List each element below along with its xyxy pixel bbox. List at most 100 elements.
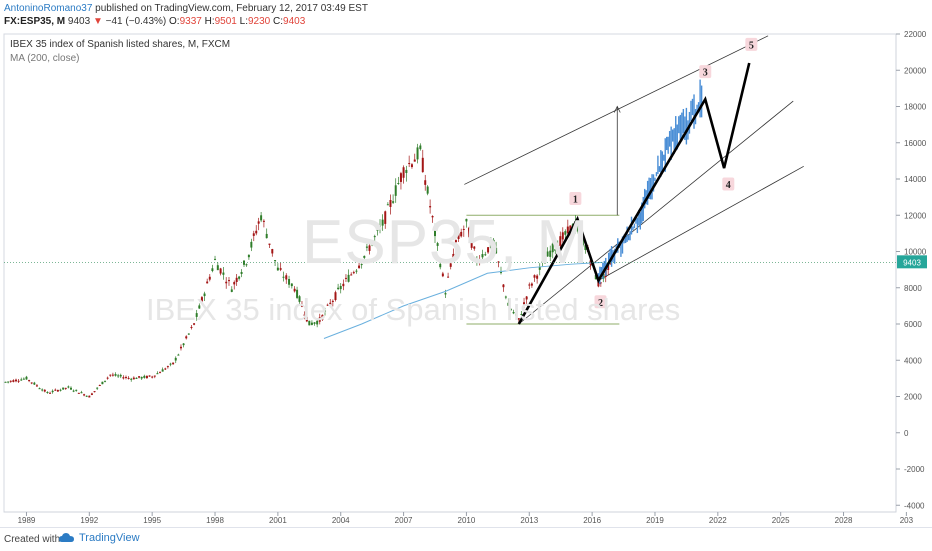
y-tick-label: -4000 — [904, 501, 925, 510]
candle-body — [394, 185, 397, 196]
candle-body — [321, 314, 324, 320]
candle-body — [460, 231, 463, 237]
last-price: 9403 — [67, 16, 91, 27]
candle-body — [75, 389, 78, 391]
candle-body — [4, 381, 7, 383]
last-price-tag — [897, 255, 927, 269]
candle-body — [240, 272, 243, 274]
candle-body — [271, 249, 274, 254]
candle-body — [250, 241, 253, 248]
moving-average-line — [323, 261, 603, 339]
candle-body — [308, 320, 311, 326]
x-tick-label: 2025 — [772, 516, 790, 525]
candle-body — [408, 163, 411, 165]
candle-body — [138, 376, 141, 378]
candle-body — [151, 376, 154, 378]
candle-body — [329, 302, 332, 306]
x-tick-label: 1998 — [206, 516, 224, 525]
candle-body — [214, 258, 217, 260]
low-value: 9230 — [248, 16, 271, 27]
candle-body — [25, 376, 28, 380]
tradingview-logo[interactable]: TradingView — [58, 531, 140, 545]
price-chart[interactable]: -4000 -2000 0 2000 4000 6000 8000 10000 12000 140… — [0, 30, 932, 525]
candle-body — [145, 375, 148, 379]
low-label: L: — [239, 16, 248, 27]
candle-body — [318, 317, 321, 322]
candle-body — [347, 274, 350, 282]
candle-body — [444, 293, 447, 295]
candle-body — [252, 233, 255, 236]
candle-body — [538, 266, 541, 270]
author-link[interactable]: AntoninoRomano37 — [4, 3, 93, 14]
y-tick-label: 0 — [904, 429, 909, 438]
x-tick-label: 203 — [900, 516, 914, 525]
candle-body — [405, 169, 408, 173]
candle-body — [533, 275, 536, 278]
x-tick-label: 2004 — [332, 516, 350, 525]
candle-body — [96, 387, 99, 389]
candle-body — [227, 280, 230, 282]
wave-label: 4 — [726, 180, 731, 191]
candle-body — [187, 333, 190, 335]
candle-body — [559, 236, 562, 246]
candle-body — [549, 250, 552, 257]
wave-label: 2 — [598, 298, 603, 309]
candle-body — [484, 254, 487, 256]
candle-body — [365, 246, 368, 248]
wave-label-bg — [594, 295, 607, 309]
last-price-tag-label: 9403 — [903, 258, 921, 267]
open-label: O: — [169, 16, 180, 27]
candle-body — [528, 284, 531, 286]
candle-body — [69, 387, 72, 390]
candle-body — [233, 282, 236, 285]
candle-body — [195, 313, 198, 317]
candle-body — [507, 302, 510, 306]
candle-body — [389, 199, 392, 207]
y-tick-label: 4000 — [904, 356, 922, 365]
candle-body — [22, 378, 25, 380]
candle-body — [38, 388, 41, 390]
candle-body — [342, 283, 345, 287]
candle-body — [607, 264, 610, 270]
x-tick-label: 1992 — [80, 516, 98, 525]
candle-body — [93, 391, 96, 393]
x-tick-label: 2001 — [269, 516, 287, 525]
candle-body — [109, 374, 112, 376]
candle-body — [285, 275, 288, 280]
high-label: H: — [204, 16, 215, 27]
candle-body — [489, 240, 492, 249]
candle-body — [101, 381, 104, 385]
candle-body — [439, 263, 442, 268]
candle-body — [172, 362, 175, 365]
candle-body — [216, 265, 219, 271]
x-tick-label: 1995 — [143, 516, 161, 525]
ma-legend[interactable]: MA (200, close) — [10, 53, 80, 64]
candle-body — [127, 377, 130, 379]
candle-body — [230, 289, 233, 292]
close-label: C: — [273, 16, 284, 27]
series-title[interactable]: IBEX 35 index of Spanish listed shares, … — [10, 39, 231, 50]
candle-body — [33, 382, 36, 385]
candle-body — [238, 276, 241, 279]
x-tick-label: 2022 — [709, 516, 727, 525]
candle-body — [122, 377, 125, 379]
candle-body — [334, 292, 337, 300]
candle-body — [49, 392, 52, 394]
candle-body — [85, 395, 88, 397]
candle-body — [268, 243, 271, 245]
symbol-label[interactable]: FX:ESP35, M — [4, 16, 66, 27]
candle-body — [436, 243, 439, 246]
candle-body — [313, 322, 316, 324]
candle-body — [182, 343, 185, 346]
candle-body — [15, 379, 17, 382]
candle-body — [288, 279, 291, 285]
candle-body — [179, 346, 182, 349]
chart-area[interactable]: -4000 -2000 0 2000 4000 6000 8000 10000 12000 140… — [0, 30, 932, 525]
candle-body — [265, 233, 268, 239]
candle-body — [452, 253, 455, 259]
candle-body — [556, 245, 559, 249]
candle-body — [509, 309, 512, 311]
candle-body — [83, 394, 86, 396]
candle-body — [143, 375, 146, 378]
candle-body — [399, 173, 402, 182]
